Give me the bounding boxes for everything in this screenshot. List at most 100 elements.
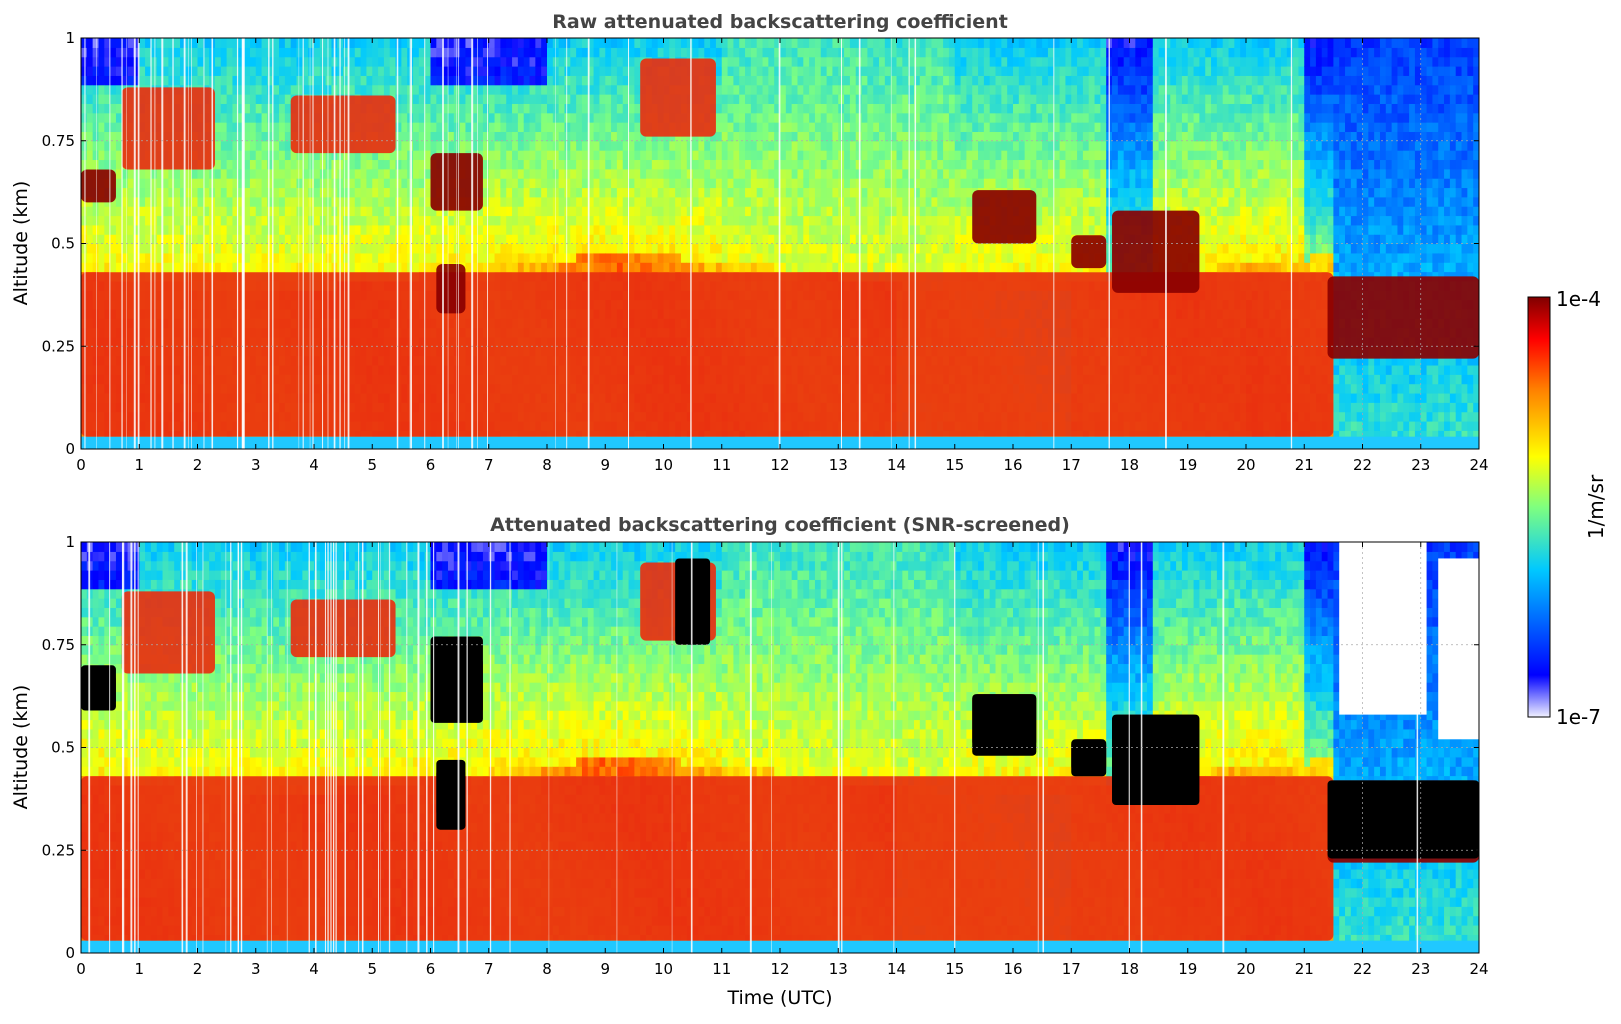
heatmap-cell (582, 57, 588, 67)
heatmap-cell (448, 75, 454, 85)
heatmap-cell (174, 47, 180, 57)
heatmap-cell (192, 253, 198, 263)
heatmap-cell (739, 253, 745, 263)
heatmap-cell (285, 225, 291, 235)
heatmap-cell (116, 234, 122, 244)
heatmap-cell (594, 113, 600, 123)
heatmap-cell (716, 141, 722, 151)
heatmap-cell (535, 47, 541, 57)
heatmap-cell (733, 234, 739, 244)
heatmap-cell (722, 253, 728, 263)
heatmap-cell (460, 225, 466, 235)
heatmap-cell (227, 57, 233, 67)
heatmap-cell (617, 122, 623, 132)
heatmap-cell (506, 234, 512, 244)
heatmap-cell (582, 244, 588, 254)
heatmap-cell (506, 197, 512, 207)
heatmap-cell (401, 66, 407, 76)
heatmap-cell (262, 131, 268, 141)
heatmap-cell (326, 234, 332, 244)
heatmap-cell (390, 262, 396, 272)
heatmap-cell (582, 75, 588, 85)
heatmap-cell (87, 141, 93, 151)
heatmap-cell (605, 262, 611, 272)
heatmap-cell (110, 234, 116, 244)
heatmap-cell (535, 38, 541, 48)
heatmap-cell (244, 66, 250, 76)
heatmap-cell (326, 262, 332, 272)
heatmap-cell (495, 38, 501, 48)
heatmap-cell (710, 159, 716, 169)
heatmap-cell (314, 197, 320, 207)
heatmap-cell (110, 244, 116, 254)
heatmap-cell (163, 38, 169, 48)
heatmap-cell (477, 262, 483, 272)
heatmap-cell (291, 57, 297, 67)
heatmap-cell (535, 206, 541, 216)
heatmap-cell (425, 225, 431, 235)
heatmap-cell (681, 262, 687, 272)
heatmap-cell (728, 103, 734, 113)
heatmap-cell (547, 206, 553, 216)
heatmap-cell (227, 234, 233, 244)
heatmap-cell (291, 206, 297, 216)
heatmap-cell (221, 197, 227, 207)
heatmap-cell (378, 187, 384, 197)
heatmap-cell (547, 38, 553, 48)
heatmap-cell (244, 225, 250, 235)
heatmap-cell (81, 94, 87, 104)
heatmap-cell (355, 57, 361, 67)
heatmap-cell (629, 159, 635, 169)
heatmap-cell (110, 38, 116, 48)
heatmap-cell (454, 131, 460, 141)
heatmap-cell (297, 47, 303, 57)
heatmap-cell (599, 131, 605, 141)
heatmap-cell (599, 244, 605, 254)
heatmap-cell (256, 197, 262, 207)
heatmap-cell (728, 113, 734, 123)
heatmap-cell (570, 206, 576, 216)
heatmap-cell (139, 178, 145, 188)
heatmap-cell (349, 57, 355, 67)
heatmap-cell (518, 103, 524, 113)
heatmap-cell (658, 141, 664, 151)
heatmap-cell (716, 206, 722, 216)
heatmap-cell (564, 122, 570, 132)
heatmap-cell (372, 234, 378, 244)
heatmap-cell (681, 187, 687, 197)
heatmap-cell (326, 206, 332, 216)
heatmap-cell (93, 38, 99, 48)
heatmap-cell (93, 113, 99, 123)
heatmap-cell (244, 38, 250, 48)
heatmap-cell (506, 141, 512, 151)
heatmap-cell (227, 47, 233, 57)
heatmap-cell (227, 187, 233, 197)
heatmap-cell (640, 178, 646, 188)
heatmap-cell (139, 66, 145, 76)
heatmap-cell (640, 169, 646, 179)
heatmap-cell (553, 169, 559, 179)
heatmap-cell (460, 66, 466, 76)
heatmap-cell (163, 75, 169, 85)
heatmap-cell (314, 206, 320, 216)
heatmap-cell (436, 234, 442, 244)
heatmap-cell (128, 215, 134, 225)
heatmap-cell (728, 47, 734, 57)
heatmap-cell (291, 225, 297, 235)
heatmap-cell (559, 94, 565, 104)
heatmap-cell (285, 234, 291, 244)
heatmap-cell (244, 197, 250, 207)
heatmap-cell (629, 122, 635, 132)
heatmap-cell (198, 75, 204, 85)
heatmap-cell (681, 234, 687, 244)
heatmap-cell (174, 234, 180, 244)
heatmap-cell (716, 131, 722, 141)
heatmap-cell (576, 262, 582, 272)
heatmap-cell (477, 113, 483, 123)
heatmap-cell (413, 47, 419, 57)
heatmap-cell (629, 103, 635, 113)
heatmap-cell (378, 234, 384, 244)
heatmap-cell (279, 57, 285, 67)
heatmap-cell (629, 206, 635, 216)
heatmap-cell (262, 225, 268, 235)
